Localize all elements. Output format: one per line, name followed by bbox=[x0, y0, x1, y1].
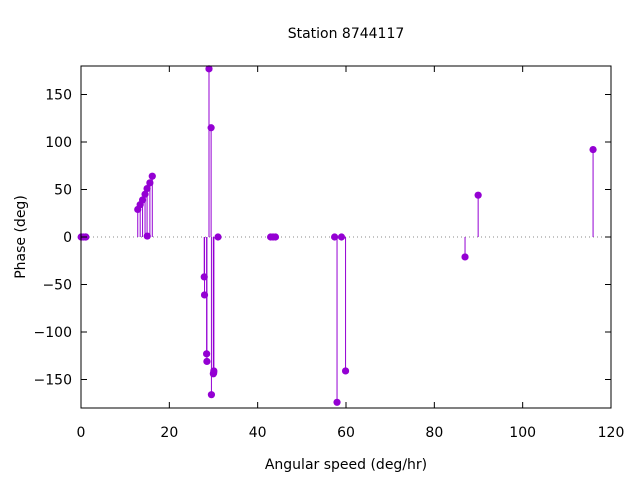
data-point-23 bbox=[214, 233, 222, 241]
data-point-22 bbox=[210, 367, 218, 375]
data-point-8 bbox=[141, 190, 149, 198]
data-point-27 bbox=[331, 233, 339, 241]
x-tick-label-80: 80 bbox=[425, 425, 443, 441]
data-point-33 bbox=[589, 146, 597, 154]
data-point-10 bbox=[143, 232, 151, 240]
data-point-31 bbox=[461, 253, 469, 261]
y-axis: −150 −100 −50 0 50 100 150 bbox=[34, 88, 611, 389]
chart-title: Station 8744117 bbox=[288, 26, 405, 42]
data-point-9 bbox=[143, 184, 151, 193]
y-tick-label--100: −100 bbox=[34, 325, 72, 341]
markers-layer bbox=[77, 65, 597, 406]
data-point-12 bbox=[148, 172, 156, 180]
y-tick-label-150: 150 bbox=[45, 88, 72, 104]
data-point-11 bbox=[146, 179, 154, 187]
y-tick-label--150: −150 bbox=[34, 373, 72, 389]
data-point-13 bbox=[200, 273, 208, 281]
x-tick-label-100: 100 bbox=[509, 425, 536, 441]
data-point-7 bbox=[138, 196, 147, 204]
data-point-26 bbox=[271, 233, 280, 241]
y-tick-label-100: 100 bbox=[45, 135, 72, 151]
x-axis-label: Angular speed (deg/hr) bbox=[265, 457, 427, 473]
data-point-17 bbox=[205, 65, 213, 73]
data-point-16 bbox=[203, 357, 211, 366]
data-point-14 bbox=[200, 291, 209, 299]
y-axis-label: Phase (deg) bbox=[13, 195, 29, 279]
data-point-19 bbox=[207, 391, 216, 399]
x-axis: 0 20 40 60 80 100 120 bbox=[77, 66, 625, 441]
x-tick-label-0: 0 bbox=[77, 425, 86, 441]
data-point-30 bbox=[341, 367, 350, 375]
data-point-18 bbox=[207, 124, 215, 132]
y-tick-label-0: 0 bbox=[63, 230, 72, 246]
x-tick-label-60: 60 bbox=[337, 425, 355, 441]
data-point-15 bbox=[203, 350, 211, 358]
x-tick-label-120: 120 bbox=[598, 425, 625, 441]
data-point-28 bbox=[333, 398, 341, 406]
data-point-29 bbox=[337, 233, 346, 241]
x-tick-label-40: 40 bbox=[249, 425, 267, 441]
y-tick-label-50: 50 bbox=[54, 183, 72, 199]
y-tick-label--50: −50 bbox=[42, 278, 72, 294]
x-tick-label-20: 20 bbox=[160, 425, 178, 441]
data-point-32 bbox=[474, 191, 482, 199]
